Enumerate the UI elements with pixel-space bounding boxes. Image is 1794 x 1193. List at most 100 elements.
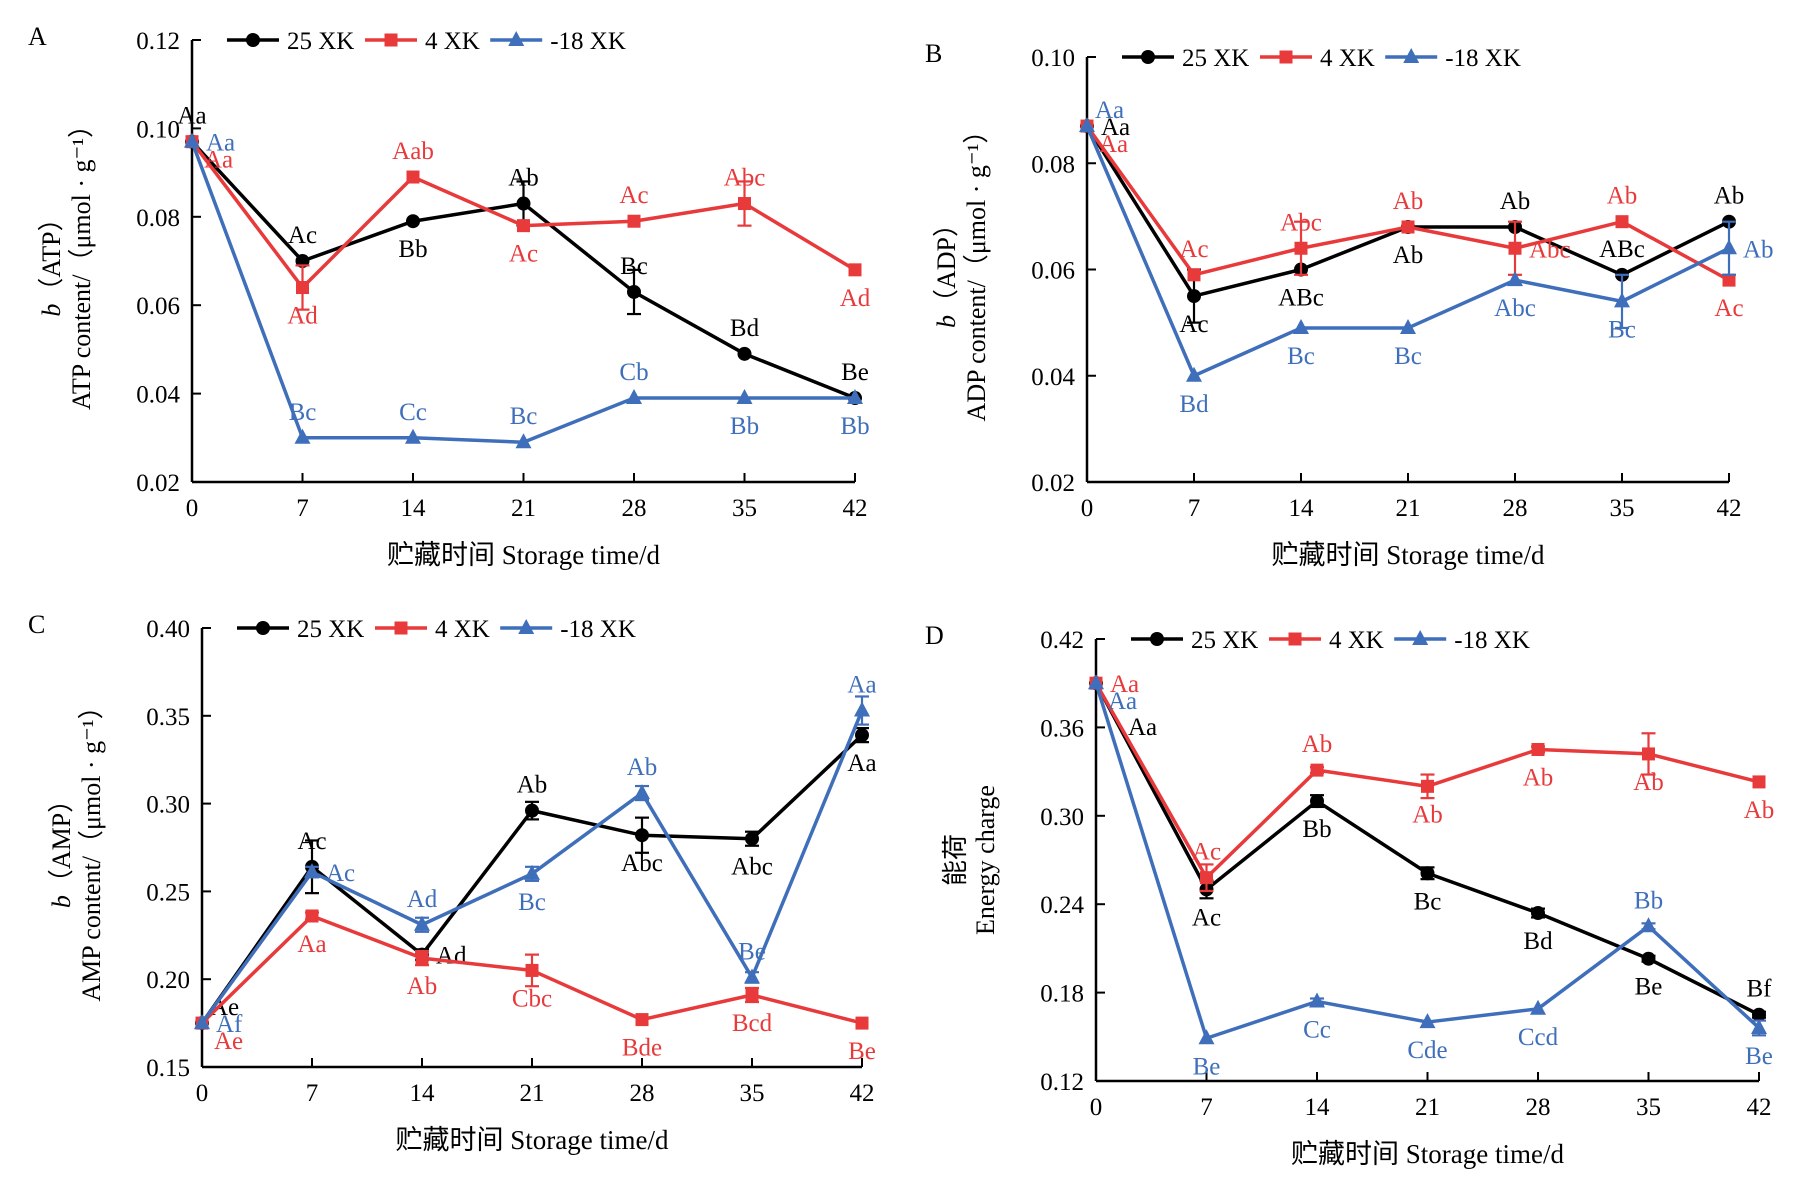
legend-label: 4 XK <box>425 28 480 55</box>
significance-label: Ccd <box>1518 1024 1559 1051</box>
significance-label: Bc <box>518 889 546 916</box>
x-tick-label: 42 <box>1717 495 1742 522</box>
y-tick-label: 0.06 <box>136 293 180 320</box>
y-tick-label: 0.30 <box>146 792 190 819</box>
significance-label: Be <box>841 359 869 386</box>
data-point-triangle <box>1186 366 1202 382</box>
data-point-square <box>745 988 759 1002</box>
panel-letter: B <box>925 39 942 68</box>
significance-label: Cb <box>619 359 648 386</box>
x-tick-label: 14 <box>1305 1094 1331 1121</box>
data-point-square <box>406 170 420 184</box>
y-tick-label: 0.04 <box>136 382 180 409</box>
significance-label: Ad <box>840 285 871 312</box>
significance-label: Be <box>1745 1043 1773 1070</box>
x-tick-label: 28 <box>622 495 647 522</box>
legend-label: -18 XK <box>560 616 636 643</box>
y-axis-label-line2: Energy charge <box>971 785 1000 935</box>
y-tick-label: 0.42 <box>1040 627 1084 654</box>
x-tick-label: 0 <box>1081 495 1094 522</box>
data-point-square <box>525 963 539 977</box>
y-tick-label: 0.10 <box>1031 45 1075 72</box>
y-tick-label: 0.04 <box>1031 364 1075 391</box>
data-point-circle <box>737 346 752 361</box>
x-tick-label: 21 <box>1415 1094 1440 1121</box>
y-axis-label-line1: b（ATP） <box>37 205 66 316</box>
data-point-triangle <box>1419 1013 1436 1029</box>
y-tick-label: 0.25 <box>146 879 190 906</box>
significance-label: Bd <box>1179 391 1209 418</box>
x-tick-label: 42 <box>1747 1094 1772 1121</box>
x-tick-label: 0 <box>196 1080 209 1107</box>
x-tick-label: 7 <box>306 1080 319 1107</box>
y-tick-label: 0.12 <box>136 28 180 55</box>
data-point-triangle <box>515 433 532 449</box>
chart-panel-b: B 0.02 0.04 0.06 0.08 0.10 0 7 14 21 28 35 42 贮藏时间 St… <box>925 39 1774 570</box>
data-point-square <box>415 951 429 965</box>
data-point-triangle <box>304 863 320 879</box>
series--18xk: Aa Be Cc Cde Ccd Bb Be <box>1088 674 1773 1080</box>
significance-label: Abc <box>731 854 773 881</box>
data-point-circle <box>1310 794 1324 809</box>
significance-label: Bc <box>1287 343 1315 370</box>
legend-marker-circle <box>256 621 270 635</box>
legend-marker-triangle <box>1412 630 1429 645</box>
data-point-square <box>848 263 862 277</box>
data-point-square <box>1642 747 1655 761</box>
panel-letter: A <box>28 22 47 51</box>
data-point-triangle <box>194 1014 210 1030</box>
significance-label: Be <box>848 1038 876 1065</box>
x-tick-label: 7 <box>1188 495 1201 522</box>
significance-label: Bb <box>1634 887 1663 914</box>
y-tick-label: 0.08 <box>1031 151 1075 178</box>
y-tick-label: 0.06 <box>1031 258 1075 285</box>
data-point-triangle <box>1309 992 1325 1008</box>
significance-label: Abc <box>1529 236 1571 263</box>
x-axis-label: 贮藏时间 Storage time/d <box>387 540 660 570</box>
x-tick-label: 35 <box>1610 495 1635 522</box>
data-point-triangle <box>744 968 760 984</box>
x-axis-label: 贮藏时间 Storage time/d <box>1291 1139 1564 1169</box>
y-tick-label: 0.18 <box>1040 981 1084 1008</box>
data-point-triangle <box>1198 1029 1215 1045</box>
y-tick-label: 0.40 <box>146 616 190 643</box>
data-point-triangle <box>524 864 540 880</box>
chart-panel-c: C 0.15 0.20 0.25 0.30 0.35 0.40 0 7 14 21 28 35 42 贮藏时… <box>28 610 877 1155</box>
significance-label: Ab <box>1393 188 1424 215</box>
significance-label: Aa <box>847 750 876 777</box>
panel-a: A 0.02 0.04 0.06 0.08 0.10 0.12 0 7 14 21 28 35 42 贮藏时… <box>0 0 897 596</box>
significance-label: Bc <box>1414 888 1442 915</box>
data-point-triangle <box>1751 1018 1767 1034</box>
legend-label: 25 XK <box>1191 627 1258 654</box>
data-point-circle <box>627 284 641 299</box>
series--18xk: Af Ac Ad Bc Ab Be Aa <box>194 672 877 1038</box>
data-point-square <box>305 909 319 923</box>
significance-label: Ac <box>1714 295 1743 322</box>
significance-label: Ab <box>1744 797 1775 824</box>
data-point-triangle <box>854 701 870 717</box>
significance-label: Ac <box>1179 236 1208 263</box>
y-axis-label-line2: ATP content/（μmol · g⁻¹） <box>67 112 96 410</box>
x-tick-label: 28 <box>1503 495 1528 522</box>
significance-label: Bc <box>510 403 538 430</box>
data-point-square <box>1615 215 1629 229</box>
data-point-square <box>1294 241 1308 255</box>
significance-label: Ab <box>1607 183 1638 210</box>
significance-label: Bd <box>730 315 760 342</box>
y-tick-label: 0.10 <box>136 116 180 143</box>
data-point-circle <box>1531 906 1545 921</box>
significance-label: Bd <box>1523 928 1553 955</box>
data-point-triangle <box>736 389 753 405</box>
series-4xk: Aa Ac Ab Ab Ab Ab Ab <box>1089 671 1775 893</box>
x-tick-label: 28 <box>630 1080 655 1107</box>
x-tick-label: 14 <box>401 495 427 522</box>
significance-label: Bb <box>398 236 427 263</box>
y-axis-label-quantity: （ATP） <box>37 205 66 303</box>
significance-label: Ad <box>287 303 318 330</box>
x-tick-label: 14 <box>410 1080 436 1107</box>
data-point-square <box>635 1013 649 1027</box>
significance-label: Bc <box>620 253 648 280</box>
data-point-square <box>1421 779 1434 793</box>
data-point-square <box>1752 775 1766 789</box>
significance-label: Bcd <box>732 1010 773 1037</box>
